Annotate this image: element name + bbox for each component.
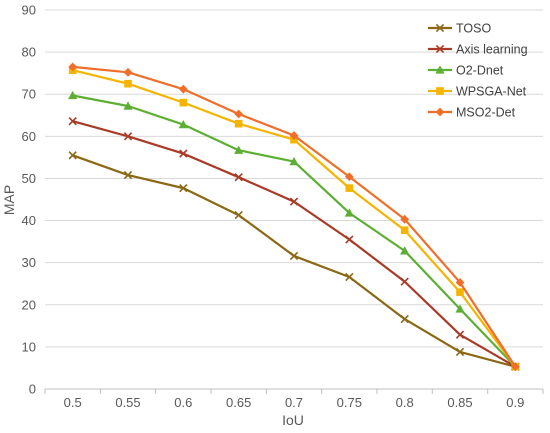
data-point xyxy=(68,90,78,100)
axes: 0 10 20 30 40 50 60 70 80 90 0.5 0.55 0.6 0.65 0.7 0.75… xyxy=(22,3,544,410)
y-tick-label: 60 xyxy=(22,129,36,144)
data-point xyxy=(234,145,244,154)
data-point xyxy=(234,109,244,119)
y-axis-title: MAP xyxy=(1,185,17,215)
data-point xyxy=(400,226,409,235)
legend-item: WPSGA-Net xyxy=(428,85,527,99)
x-tick-label: 0.85 xyxy=(447,395,472,410)
data-point xyxy=(455,330,465,339)
data-point xyxy=(510,362,520,372)
x-tick-label: 0.8 xyxy=(396,395,414,410)
legend-label: Axis learning xyxy=(456,43,528,57)
data-point xyxy=(400,314,409,324)
series-toso xyxy=(68,151,520,371)
data-point xyxy=(179,183,188,193)
legend-label: O2-Dnet xyxy=(456,64,504,78)
data-point xyxy=(234,119,243,128)
y-tick-label: 80 xyxy=(22,45,36,60)
legend-item: Axis learning xyxy=(428,43,528,57)
x-tick-label: 0.7 xyxy=(285,395,303,410)
data-point xyxy=(289,131,299,140)
series-line xyxy=(72,69,517,368)
data-point xyxy=(344,208,354,217)
series-line xyxy=(72,154,516,368)
data-point xyxy=(179,98,188,107)
legend-item: O2-Dnet xyxy=(428,64,504,78)
series-o2-dnet xyxy=(68,90,520,371)
x-tick-label: 0.5 xyxy=(64,395,82,410)
data-point xyxy=(289,197,299,206)
x-tick-label: 0.9 xyxy=(506,395,524,410)
legend-label: WPSGA-Net xyxy=(456,85,527,99)
data-point xyxy=(455,278,465,287)
data-point xyxy=(455,347,465,357)
data-point xyxy=(68,62,78,72)
series-axis-learning xyxy=(68,117,520,371)
legend-label: TOSO xyxy=(456,22,491,36)
data-point xyxy=(179,149,188,158)
data-point xyxy=(234,210,243,220)
data-point xyxy=(178,119,188,129)
x-axis-title: IoU xyxy=(282,412,304,428)
x-tick-label: 0.65 xyxy=(226,395,251,410)
data-point xyxy=(400,277,409,286)
x-tick-label: 0.6 xyxy=(174,395,192,410)
data-point xyxy=(68,117,77,126)
x-tick-label: 0.55 xyxy=(115,395,140,410)
legend-label: MSO2-Det xyxy=(456,106,516,120)
data-point xyxy=(345,272,354,282)
legend-marker xyxy=(435,23,445,33)
data-point xyxy=(123,170,133,180)
data-point xyxy=(400,214,410,224)
data-point xyxy=(400,246,410,255)
data-point xyxy=(234,173,243,182)
data-point xyxy=(345,184,354,192)
data-point xyxy=(123,101,133,110)
y-tick-label: 70 xyxy=(22,87,36,102)
y-tick-label: 30 xyxy=(22,255,36,270)
data-point xyxy=(123,67,133,77)
legend-marker xyxy=(435,44,445,54)
data-point xyxy=(68,151,77,160)
series-layer xyxy=(68,62,520,372)
legend-item: MSO2-Det xyxy=(428,106,516,120)
data-point xyxy=(123,132,133,141)
data-point xyxy=(456,288,464,296)
y-tick-label: 40 xyxy=(22,213,36,228)
x-tick-label: 0.75 xyxy=(337,395,362,410)
data-point xyxy=(455,304,465,313)
y-tick-label: 20 xyxy=(22,297,36,312)
data-point xyxy=(178,84,188,94)
legend: TOSO Axis learning O2-Dnet WPSGA-Net MSO2-De… xyxy=(428,22,528,120)
data-point xyxy=(289,157,299,166)
legend-marker xyxy=(436,87,444,95)
y-tick-label: 50 xyxy=(22,171,36,186)
y-tick-label: 0 xyxy=(29,382,36,397)
legend-marker xyxy=(435,65,445,74)
data-point xyxy=(344,172,354,182)
y-tick-label: 10 xyxy=(22,339,36,354)
data-point xyxy=(124,79,132,88)
data-point xyxy=(289,251,299,261)
series-mso2-det xyxy=(68,62,520,372)
y-tick-label: 90 xyxy=(22,3,36,18)
legend-marker xyxy=(435,107,445,117)
legend-item: TOSO xyxy=(428,22,491,36)
data-point xyxy=(345,235,354,244)
